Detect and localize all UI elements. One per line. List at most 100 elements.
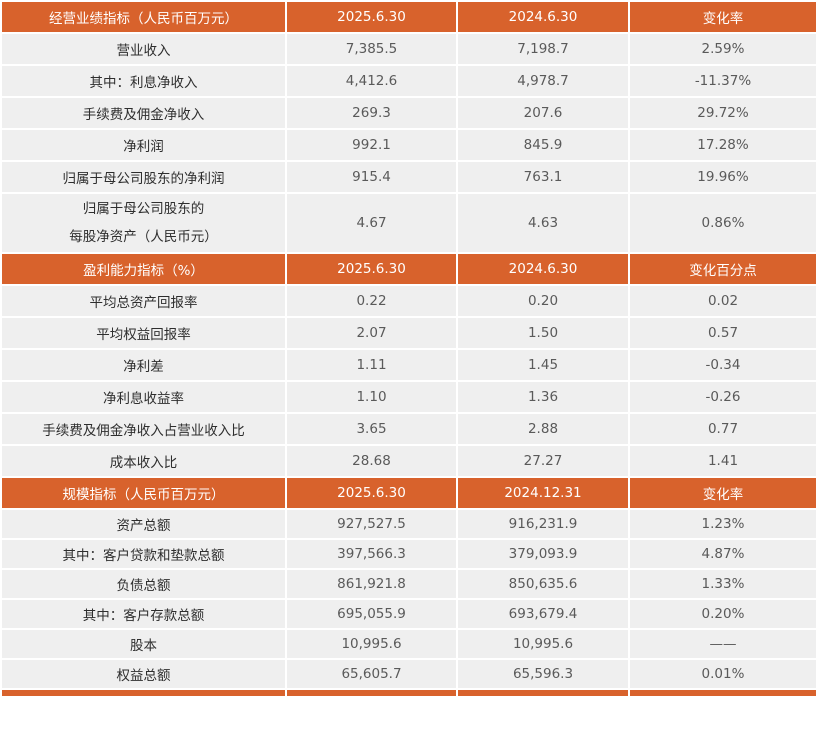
value-previous: 850,635.6 [456,568,630,600]
footer-cell [285,688,458,696]
indicator-label: 平均总资产回报率 [0,284,287,318]
header-change-value: 变化率 [628,0,816,34]
table-row: 归属于母公司股东的 每股净资产（人民币元） 4.67 4.63 0.86% [0,192,816,254]
indicator-label: 权益总额 [0,658,287,690]
value-current: 3.65 [285,412,458,446]
value-current: 915.4 [285,160,458,194]
table-row: 净利差 1.11 1.45 -0.34 [0,348,816,382]
value-previous: 0.20 [456,284,630,318]
indicator-label-line: 归属于母公司股东的 [82,201,205,217]
header-indicator-label: 经营业绩指标（人民币百万元） [0,0,287,34]
change-value: -11.37% [628,64,816,98]
indicator-label: 平均权益回报率 [0,316,287,350]
value-current: 1.10 [285,380,458,414]
value-current: 397,566.3 [285,538,458,570]
value-previous: 379,093.9 [456,538,630,570]
indicator-label: 净利差 [0,348,287,382]
table-row: 平均总资产回报率 0.22 0.20 0.02 [0,284,816,318]
footer-cell [0,688,287,696]
value-current: 28.68 [285,444,458,478]
value-previous: 27.27 [456,444,630,478]
value-previous: 7,198.7 [456,32,630,66]
change-value: 1.41 [628,444,816,478]
indicator-label: 净利润 [0,128,287,162]
value-previous: 1.50 [456,316,630,350]
table-row: 资产总额 927,527.5 916,231.9 1.23% [0,508,816,540]
value-previous: 693,679.4 [456,598,630,630]
indicator-label: 手续费及佣金净收入 [0,96,287,130]
change-value: 1.23% [628,508,816,540]
section-header: 经营业绩指标（人民币百万元） 2025.6.30 2024.6.30 变化率 [0,0,816,34]
value-previous: 1.36 [456,380,630,414]
section-header: 盈利能力指标（%） 2025.6.30 2024.6.30 变化百分点 [0,252,816,286]
value-current: 695,055.9 [285,598,458,630]
indicator-label: 归属于母公司股东的 每股净资产（人民币元） [0,192,287,254]
indicator-label: 其中：客户贷款和垫款总额 [0,538,287,570]
table-row: 其中：客户存款总额 695,055.9 693,679.4 0.20% [0,598,816,630]
indicator-label: 其中：利息净收入 [0,64,287,98]
value-current: 4,412.6 [285,64,458,98]
value-current: 269.3 [285,96,458,130]
value-current: 65,605.7 [285,658,458,690]
table-row: 成本收入比 28.68 27.27 1.41 [0,444,816,478]
header-value-current: 2025.6.30 [285,476,458,510]
indicator-label: 归属于母公司股东的净利润 [0,160,287,194]
value-previous: 4,978.7 [456,64,630,98]
header-change-value: 变化百分点 [628,252,816,286]
change-value: 0.20% [628,598,816,630]
header-value-previous: 2024.6.30 [456,0,630,34]
indicator-label: 资产总额 [0,508,287,540]
header-indicator-label: 规模指标（人民币百万元） [0,476,287,510]
indicator-label: 其中：客户存款总额 [0,598,287,630]
value-previous: 65,596.3 [456,658,630,690]
footer-cell [628,688,816,696]
change-value: 0.77 [628,412,816,446]
header-value-current: 2025.6.30 [285,0,458,34]
indicator-label-line: 每股净资产（人民币元） [69,229,218,245]
table-footer-band [0,688,816,696]
indicator-label: 净利息收益率 [0,380,287,414]
header-value-previous: 2024.6.30 [456,252,630,286]
footer-cell [456,688,630,696]
indicator-label: 手续费及佣金净收入占营业收入比 [0,412,287,446]
change-value: 17.28% [628,128,816,162]
table-row: 权益总额 65,605.7 65,596.3 0.01% [0,658,816,690]
section-header: 规模指标（人民币百万元） 2025.6.30 2024.12.31 变化率 [0,476,816,510]
header-value-current: 2025.6.30 [285,252,458,286]
value-previous: 1.45 [456,348,630,382]
table-row: 归属于母公司股东的净利润 915.4 763.1 19.96% [0,160,816,194]
change-value: 19.96% [628,160,816,194]
table-row: 手续费及佣金净收入 269.3 207.6 29.72% [0,96,816,130]
value-current: 861,921.8 [285,568,458,600]
table-row: 平均权益回报率 2.07 1.50 0.57 [0,316,816,350]
value-previous: 207.6 [456,96,630,130]
change-value: 0.01% [628,658,816,690]
change-value: -0.34 [628,348,816,382]
table-row: 营业收入 7,385.5 7,198.7 2.59% [0,32,816,66]
value-previous: 845.9 [456,128,630,162]
change-value: —— [628,628,816,660]
financial-indicators-table: 经营业绩指标（人民币百万元） 2025.6.30 2024.6.30 变化率 营业收入 7… [0,0,816,696]
value-previous: 4.63 [456,192,630,254]
value-current: 927,527.5 [285,508,458,540]
header-indicator-label: 盈利能力指标（%） [0,252,287,286]
indicator-label: 营业收入 [0,32,287,66]
value-current: 1.11 [285,348,458,382]
change-value: 4.87% [628,538,816,570]
header-change-value: 变化率 [628,476,816,510]
indicator-label: 成本收入比 [0,444,287,478]
change-value: 0.57 [628,316,816,350]
value-previous: 2.88 [456,412,630,446]
indicator-label: 负债总额 [0,568,287,600]
value-previous: 10,995.6 [456,628,630,660]
change-value: 0.86% [628,192,816,254]
change-value: -0.26 [628,380,816,414]
header-value-previous: 2024.12.31 [456,476,630,510]
value-current: 992.1 [285,128,458,162]
value-current: 7,385.5 [285,32,458,66]
value-current: 2.07 [285,316,458,350]
change-value: 0.02 [628,284,816,318]
table-row: 净利润 992.1 845.9 17.28% [0,128,816,162]
table-row: 负债总额 861,921.8 850,635.6 1.33% [0,568,816,600]
change-value: 29.72% [628,96,816,130]
